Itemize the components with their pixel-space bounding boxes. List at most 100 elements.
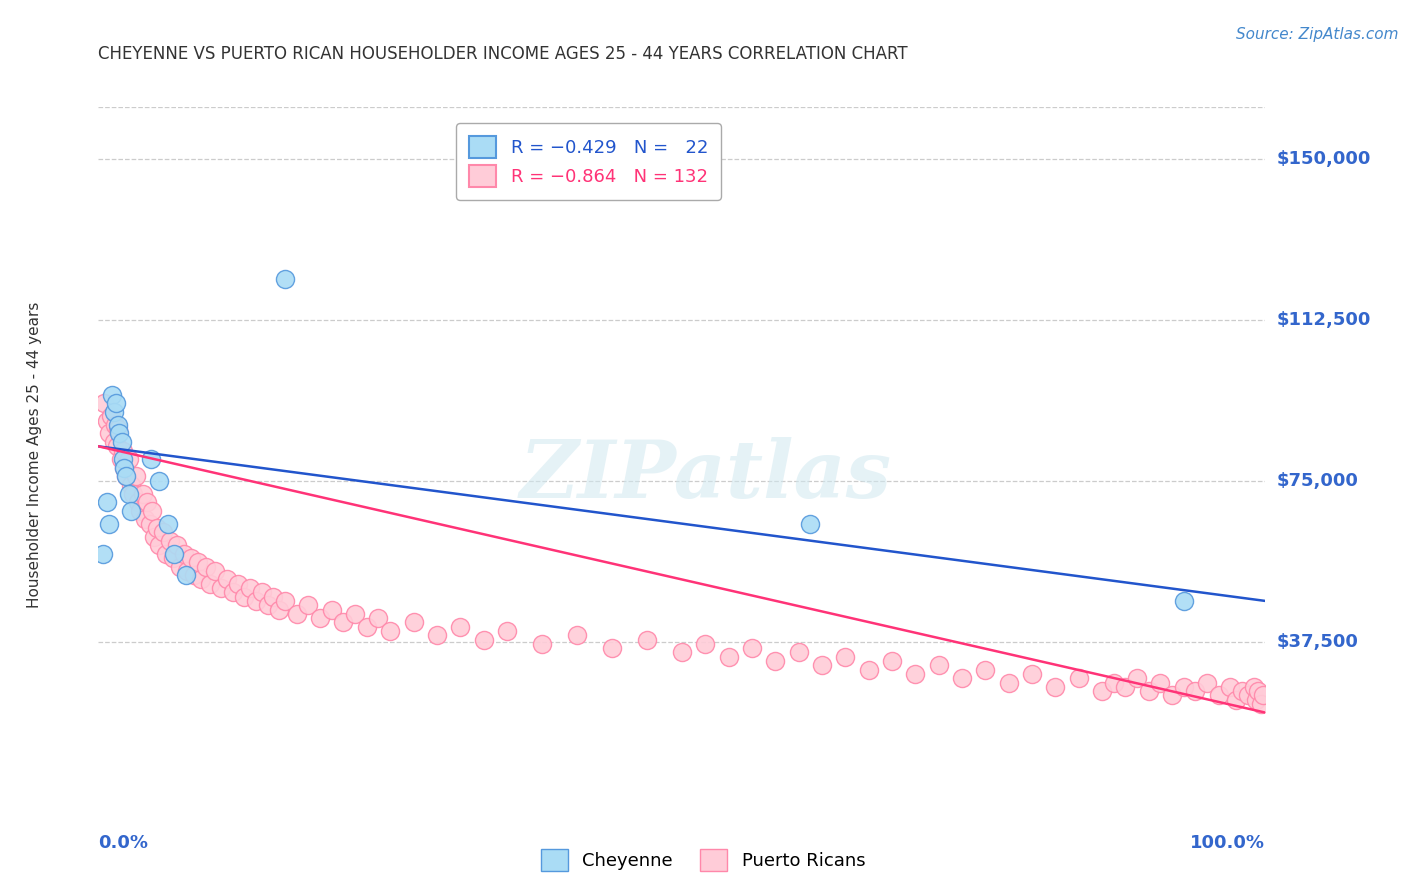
Point <box>378 624 402 638</box>
Point <box>180 551 202 566</box>
Point <box>834 649 856 664</box>
Text: $75,000: $75,000 <box>1277 472 1358 490</box>
Point <box>221 585 243 599</box>
Point <box>115 469 138 483</box>
Point <box>1219 680 1241 694</box>
Point <box>129 504 152 518</box>
Point <box>1250 697 1272 711</box>
Point <box>600 641 623 656</box>
Point <box>950 671 973 685</box>
Point <box>107 417 129 432</box>
Point <box>1067 671 1090 685</box>
Point <box>148 538 170 552</box>
Point <box>176 564 198 578</box>
Point <box>449 620 471 634</box>
Point <box>997 675 1019 690</box>
Point <box>162 551 184 566</box>
Point <box>1243 680 1265 694</box>
Point <box>228 576 250 591</box>
Point <box>105 439 128 453</box>
Point <box>671 645 693 659</box>
Point <box>215 573 238 587</box>
Point <box>636 632 658 647</box>
Point <box>565 628 588 642</box>
Point <box>139 452 162 467</box>
Text: Source: ZipAtlas.com: Source: ZipAtlas.com <box>1236 27 1399 42</box>
Point <box>118 452 141 467</box>
Point <box>274 272 297 286</box>
Point <box>112 460 135 475</box>
Point <box>1102 675 1125 690</box>
Point <box>187 555 209 569</box>
Point <box>332 615 354 630</box>
Point <box>148 474 170 488</box>
Point <box>120 504 142 518</box>
Point <box>880 654 903 668</box>
Point <box>1114 680 1136 694</box>
Point <box>108 426 131 441</box>
Point <box>974 663 997 677</box>
Point <box>190 573 212 587</box>
Point <box>111 452 134 467</box>
Point <box>904 667 927 681</box>
Point <box>122 486 145 500</box>
Text: ZIPatlas: ZIPatlas <box>519 437 891 515</box>
Point <box>104 396 127 410</box>
Point <box>367 611 389 625</box>
Point <box>100 409 122 424</box>
Text: Householder Income Ages 25 - 44 years: Householder Income Ages 25 - 44 years <box>27 301 42 608</box>
Point <box>146 521 169 535</box>
Point <box>204 564 226 578</box>
Point <box>256 599 278 613</box>
Point <box>1021 667 1043 681</box>
Point <box>297 599 319 613</box>
Point <box>103 435 125 450</box>
Point <box>262 590 284 604</box>
Point <box>115 469 138 483</box>
Point <box>695 637 717 651</box>
Point <box>127 495 149 509</box>
Point <box>104 417 127 432</box>
Point <box>858 663 880 677</box>
Point <box>103 405 125 419</box>
Point <box>1225 692 1247 706</box>
Point <box>1244 692 1267 706</box>
Point <box>159 533 181 548</box>
Point <box>1208 689 1230 703</box>
Point <box>233 590 256 604</box>
Point <box>110 452 132 467</box>
Point <box>155 547 177 561</box>
Point <box>1237 689 1260 703</box>
Text: 0.0%: 0.0% <box>98 834 149 852</box>
Point <box>741 641 763 656</box>
Point <box>174 568 197 582</box>
Point <box>125 469 148 483</box>
Point <box>1247 684 1270 698</box>
Point <box>1195 675 1218 690</box>
Point <box>402 615 425 630</box>
Point <box>166 538 188 552</box>
Point <box>1149 675 1171 690</box>
Point <box>811 658 834 673</box>
Point <box>928 658 950 673</box>
Point <box>97 426 120 441</box>
Point <box>717 649 740 664</box>
Point <box>274 594 297 608</box>
Point <box>91 547 114 561</box>
Point <box>1161 689 1184 703</box>
Text: $150,000: $150,000 <box>1277 150 1371 168</box>
Point <box>141 504 163 518</box>
Point <box>143 529 166 543</box>
Point <box>173 547 195 561</box>
Point <box>96 495 118 509</box>
Point <box>118 486 141 500</box>
Point <box>139 516 162 531</box>
Point <box>269 602 291 616</box>
Point <box>96 413 118 427</box>
Point <box>1173 594 1195 608</box>
Point <box>530 637 553 651</box>
Point <box>93 396 115 410</box>
Point <box>101 388 124 402</box>
Point <box>157 516 180 531</box>
Point <box>1045 680 1067 694</box>
